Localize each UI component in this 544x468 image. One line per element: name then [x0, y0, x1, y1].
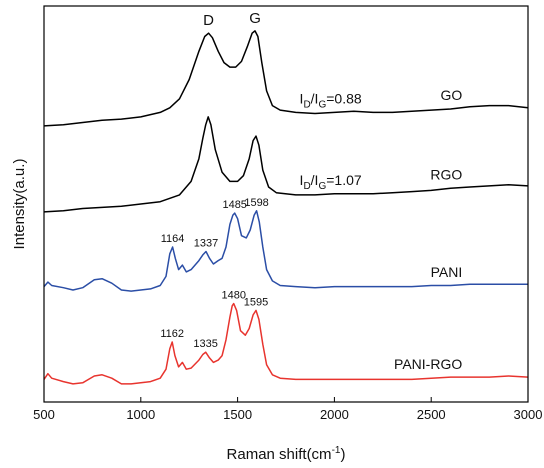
ratio-part-rgo-2: /I [311, 172, 319, 188]
band-label-d: D [203, 12, 214, 29]
plot-frame [44, 6, 528, 402]
x-tick-label-500: 500 [33, 407, 55, 422]
peak-label-pani-1485: 1485 [222, 199, 246, 211]
peak-label-pani-1337: 1337 [194, 238, 218, 250]
x-tick-label-3000: 3000 [514, 407, 543, 422]
y-axis-label: Intensity(a.u.) [11, 159, 28, 250]
peak-label-pani-rgo-1162: 1162 [160, 328, 184, 340]
x-axis-label-close: ) [340, 446, 345, 463]
peak-label-pani-1598: 1598 [244, 197, 268, 209]
x-tick-label-1500: 1500 [223, 407, 252, 422]
x-tick-label-1000: 1000 [126, 407, 155, 422]
ratio-part-rgo-1: D [303, 181, 310, 192]
series-label-pani: PANI [431, 264, 463, 280]
peak-label-pani-rgo-1480: 1480 [221, 290, 245, 302]
peak-label-pani-rgo-1595: 1595 [244, 296, 268, 308]
ratio-part-go-2: /I [311, 90, 319, 106]
ratio-label-rgo: ID/IG=1.07 [300, 172, 362, 192]
band-label-g: G [249, 10, 261, 27]
series-label-rgo: RGO [430, 167, 462, 183]
series-line-rgo [44, 117, 528, 212]
series-label-go: GO [440, 87, 462, 103]
series-label-pani-rgo: PANI-RGO [394, 356, 462, 372]
x-tick-label-2500: 2500 [417, 407, 446, 422]
peak-label-pani-1164: 1164 [161, 233, 185, 245]
x-tick-label-2000: 2000 [320, 407, 349, 422]
series-line-go [44, 31, 528, 126]
ratio-part-rgo-4: =1.07 [326, 172, 362, 188]
ratio-part-go-1: D [303, 99, 310, 110]
x-axis-ticks: 500 1000 1500 2000 2500 3000 [33, 397, 542, 422]
x-axis-label-main: Raman shift(cm [227, 446, 332, 463]
plot-layer [44, 31, 528, 384]
ratio-label-go: ID/IG=0.88 [300, 90, 362, 110]
x-axis-label: Raman shift(cm-1) [227, 445, 346, 463]
ratio-part-go-4: =0.88 [326, 90, 362, 106]
peak-label-pani-rgo-1335: 1335 [193, 338, 217, 350]
